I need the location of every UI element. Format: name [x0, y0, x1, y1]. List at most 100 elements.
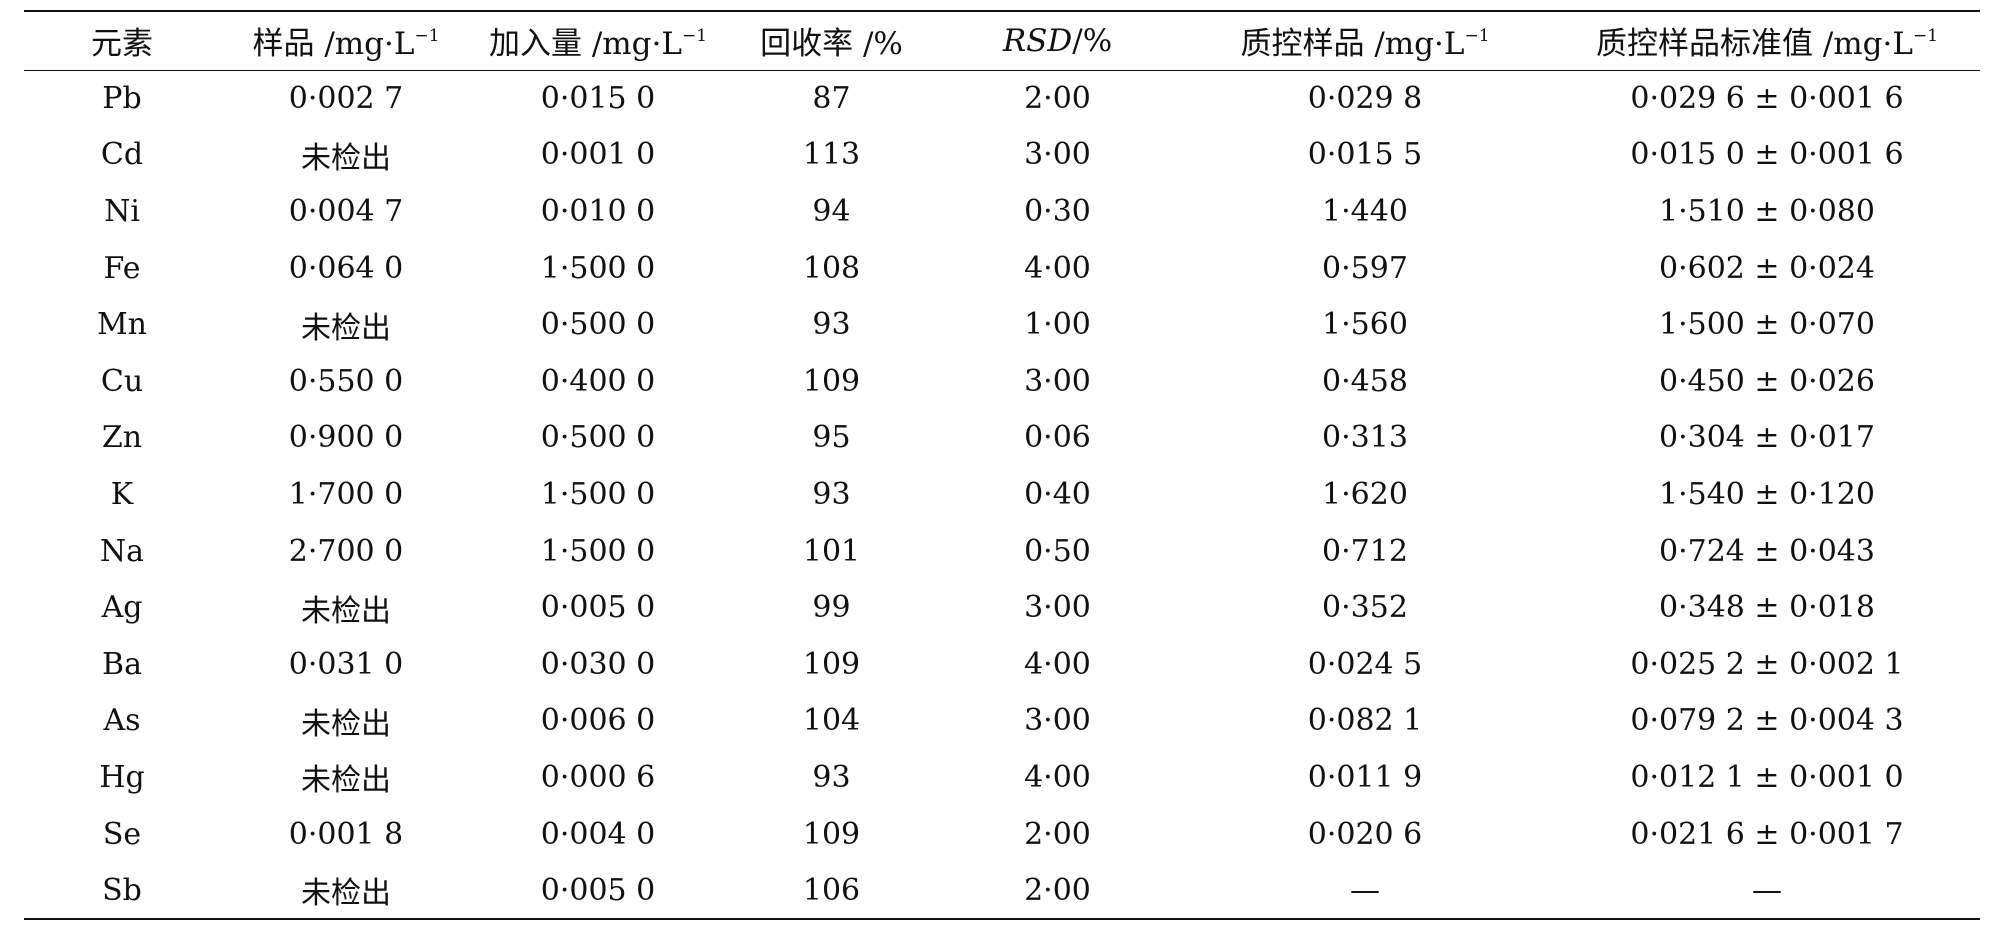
- table-row: K 1·700 0 1·500 0 93 0·40 1·620 1·540 ± …: [24, 466, 1980, 523]
- cell-sample: 0·064 0: [288, 250, 404, 286]
- cell-recovery: 93: [812, 476, 851, 512]
- cell-qc-sample: 1·620: [1322, 476, 1408, 512]
- cell-spike: 1·500 0: [540, 476, 656, 512]
- cell-sample: 0·550 0: [288, 363, 404, 399]
- cell-rsd: 3·00: [1024, 703, 1091, 739]
- cell-element: Hg: [99, 759, 145, 795]
- cell-spike: 0·005 0: [472, 862, 724, 920]
- table-row: Na 2·700 0 1·500 0 101 0·50 0·712 0·724 …: [24, 523, 1980, 580]
- cell-qc-sample: 1·560: [1322, 307, 1408, 343]
- cell-qc-standard: 0·348 ± 0·018: [1659, 590, 1875, 626]
- table-row: Cu 0·550 0 0·400 0 109 3·00 0·458 0·450 …: [24, 353, 1980, 410]
- cell-qc-standard: 0·029 6 ± 0·001 6: [1630, 81, 1904, 117]
- cell-qc-sample: 0·029 8: [1307, 81, 1423, 117]
- cell-rsd: 3·00: [1024, 363, 1091, 399]
- cell-recovery: 104: [802, 703, 861, 739]
- cell-sample: 0·001 8: [288, 816, 404, 852]
- cell-rsd: 3·00: [1024, 137, 1091, 173]
- cell-recovery: 93: [812, 759, 851, 795]
- cell-qc-sample: 0·313: [1322, 420, 1408, 456]
- cell-qc-standard: 0·015 0 ± 0·001 6: [1630, 137, 1904, 173]
- cell-qc-standard: 0·450 ± 0·026: [1659, 363, 1875, 399]
- table-row: Ag 未检出 0·005 0 99 3·00 0·352 0·348 ± 0·0…: [24, 579, 1980, 636]
- cell-qc-sample: 0·597: [1322, 250, 1408, 286]
- cell-recovery: 109: [802, 363, 861, 399]
- cell-qc-standard: 0·012 1 ± 0·001 0: [1630, 759, 1904, 795]
- cell-sample: 未检出: [301, 763, 391, 799]
- cell-spike: 0·500 0: [540, 307, 656, 343]
- header-spike-amount: 加入量 /mg·L−1: [472, 10, 724, 71]
- header-qc-standard: 质控样品标准值 /mg·L−1: [1554, 10, 1980, 71]
- cell-spike: 0·500 0: [540, 420, 656, 456]
- cell-spike: 0·010 0: [540, 193, 656, 229]
- cell-spike: 1·500 0: [540, 533, 656, 569]
- cell-element: Zn: [101, 420, 143, 456]
- table-row: Hg 未检出 0·000 6 93 4·00 0·011 9 0·012 1 ±…: [24, 749, 1980, 806]
- cell-qc-standard: 0·304 ± 0·017: [1659, 420, 1875, 456]
- cell-recovery: 93: [812, 307, 851, 343]
- cell-rsd: 0·40: [1024, 476, 1091, 512]
- header-element: 元素: [24, 10, 220, 71]
- table-row: Pb 0·002 7 0·015 0 87 2·00 0·029 8 0·029…: [24, 70, 1980, 127]
- table-row: Ba 0·031 0 0·030 0 109 4·00 0·024 5 0·02…: [24, 636, 1980, 693]
- cell-qc-standard: 1·500 ± 0·070: [1659, 307, 1875, 343]
- cell-qc-standard: 0·021 6 ± 0·001 7: [1630, 816, 1904, 852]
- cell-element: As: [103, 703, 141, 739]
- cell-spike: 0·030 0: [540, 646, 656, 682]
- cell-element: Cu: [100, 363, 144, 399]
- table-row: Cd 未检出 0·001 0 113 3·00 0·015 5 0·015 0 …: [24, 127, 1980, 184]
- cell-element: Mn: [96, 307, 148, 343]
- cell-rsd: 3·00: [1024, 590, 1091, 626]
- cell-sample: 0·002 7: [288, 81, 404, 117]
- cell-qc-standard: 0·724 ± 0·043: [1659, 533, 1875, 569]
- table-row: Mn 未检出 0·500 0 93 1·00 1·560 1·500 ± 0·0…: [24, 296, 1980, 353]
- cell-qc-sample: 0·011 9: [1307, 759, 1423, 795]
- cell-rsd: 0·06: [1024, 420, 1091, 456]
- cell-rsd: 1·00: [1024, 307, 1091, 343]
- cell-spike: 0·400 0: [540, 363, 656, 399]
- cell-element: Ba: [102, 646, 142, 682]
- cell-qc-standard: 1·510 ± 0·080: [1659, 193, 1875, 229]
- cell-spike: 0·001 0: [540, 137, 656, 173]
- cell-qc-standard: 0·602 ± 0·024: [1659, 250, 1875, 286]
- cell-element: Se: [102, 816, 142, 852]
- cell-recovery: 87: [812, 81, 851, 117]
- cell-sample: 2·700 0: [288, 533, 404, 569]
- cell-recovery: 108: [802, 250, 861, 286]
- cell-qc-sample: —: [1176, 862, 1554, 920]
- header-sample: 样品 /mg·L−1: [220, 10, 472, 71]
- header-qc-sample: 质控样品 /mg·L−1: [1176, 10, 1554, 71]
- cell-qc-standard: 0·025 2 ± 0·002 1: [1630, 646, 1904, 682]
- header-rsd: RSD/%: [939, 10, 1176, 71]
- cell-qc-sample: 0·352: [1322, 590, 1408, 626]
- table-row: Zn 0·900 0 0·500 0 95 0·06 0·313 0·304 ±…: [24, 410, 1980, 467]
- cell-qc-sample: 0·015 5: [1307, 137, 1423, 173]
- cell-spike: 0·004 0: [540, 816, 656, 852]
- cell-qc-sample: 0·712: [1322, 533, 1408, 569]
- cell-sample: 未检出: [301, 706, 391, 742]
- cell-element: Na: [99, 533, 145, 569]
- cell-sample: 0·004 7: [288, 193, 404, 229]
- cell-qc-standard: 0·079 2 ± 0·004 3: [1630, 703, 1904, 739]
- cell-qc-sample: 0·082 1: [1307, 703, 1423, 739]
- table-row: Ni 0·004 7 0·010 0 94 0·30 1·440 1·510 ±…: [24, 183, 1980, 240]
- cell-qc-sample: 0·024 5: [1307, 646, 1423, 682]
- table-row: Fe 0·064 0 1·500 0 108 4·00 0·597 0·602 …: [24, 240, 1980, 297]
- cell-sample: 0·900 0: [288, 420, 404, 456]
- cell-recovery: 109: [802, 646, 861, 682]
- cell-rsd: 2·00: [1024, 816, 1091, 852]
- cell-sample: 1·700 0: [288, 476, 404, 512]
- header-recovery: 回收率 /%: [724, 10, 939, 71]
- cell-element: K: [110, 476, 134, 512]
- cell-element: Fe: [103, 250, 141, 286]
- cell-rsd: 2·00: [939, 862, 1176, 920]
- cell-element: Pb: [102, 81, 142, 117]
- cell-qc-standard: —: [1554, 862, 1980, 920]
- cell-spike: 1·500 0: [540, 250, 656, 286]
- cell-spike: 0·015 0: [540, 81, 656, 117]
- cell-rsd: 2·00: [1024, 81, 1091, 117]
- table-row: Se 0·001 8 0·004 0 109 2·00 0·020 6 0·02…: [24, 806, 1980, 863]
- table-header-row: 元素 样品 /mg·L−1 加入量 /mg·L−1 回收率 /% RSD/% 质…: [24, 10, 1980, 71]
- cell-spike: 0·000 6: [540, 759, 656, 795]
